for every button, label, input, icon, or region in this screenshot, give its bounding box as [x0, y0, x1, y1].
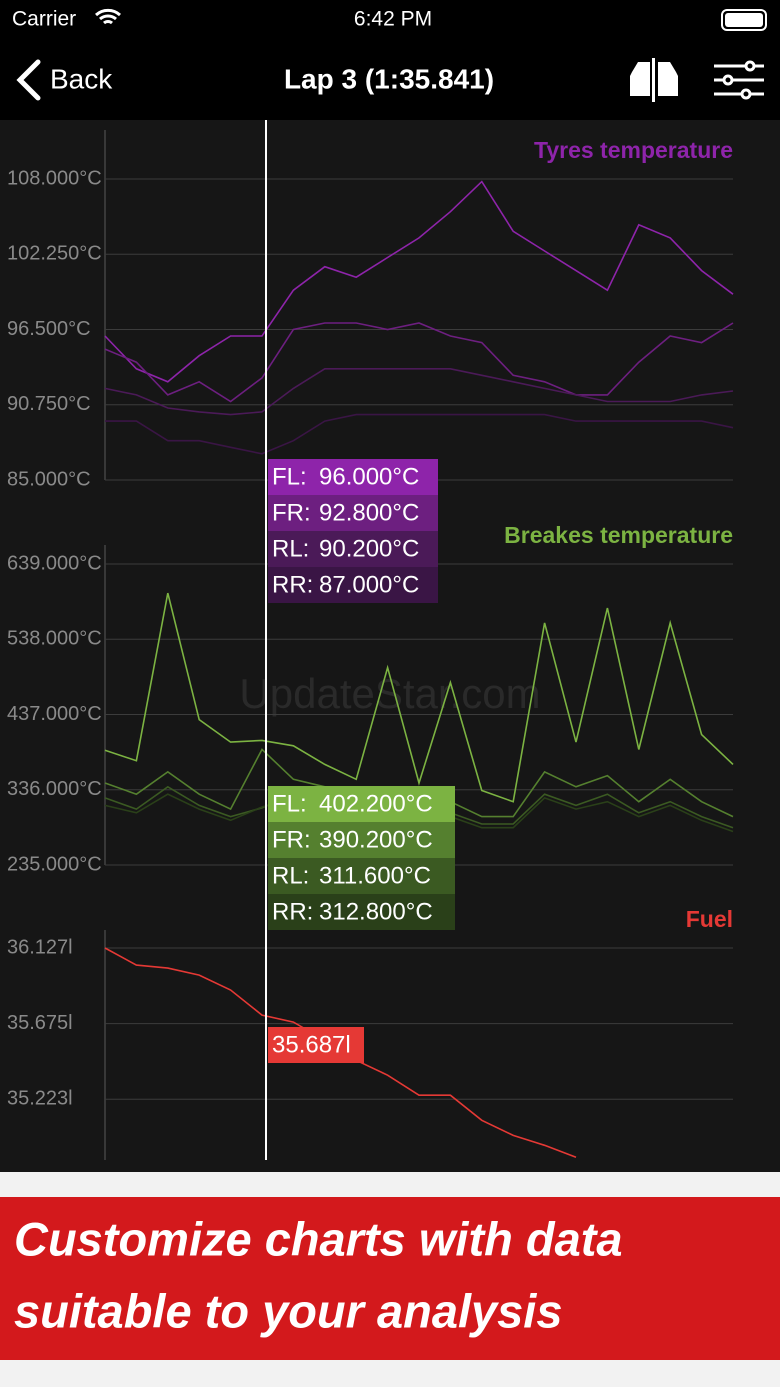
y-tick-label: 336.000°C [7, 778, 102, 800]
settings-icon[interactable] [714, 60, 764, 100]
chart-area [0, 120, 780, 1172]
series-line [104, 367, 734, 416]
y-tick-label: 90.750°C [7, 393, 91, 415]
y-tick-label: 36.127l [7, 936, 73, 958]
series-line [104, 322, 734, 403]
y-tick-label: 108.000°C [7, 167, 102, 189]
chart-title: Fuel [686, 906, 733, 932]
tooltip-row [268, 531, 438, 567]
top-bar [0, 0, 780, 120]
series-line [105, 413, 734, 455]
tooltip-value: 402.200°C [319, 790, 433, 817]
tooltip-value: 96.000°C [319, 463, 419, 490]
tooltip-row [268, 1027, 364, 1063]
tooltip-key: RR: [272, 571, 313, 598]
y-tick-label: 235.000°C [7, 853, 102, 875]
tooltip-key: FL: [272, 463, 307, 490]
battery-level [725, 13, 763, 27]
battery-icon [721, 9, 767, 31]
tooltip-key: FR: [272, 499, 311, 526]
banner-line: Customize charts with data [14, 1212, 623, 1265]
banner-band [0, 1197, 780, 1360]
tooltip-key: RL: [272, 535, 309, 562]
carrier: Carrier [12, 8, 76, 31]
tooltip-row [268, 495, 438, 531]
tooltip-row [268, 894, 455, 930]
tooltip-value: 311.600°C [319, 862, 431, 889]
series-line [104, 592, 734, 803]
tooltip-value: 92.800°C [319, 499, 419, 526]
clock: 6:42 PM [354, 8, 432, 31]
tooltip-value: 90.200°C [319, 535, 419, 562]
series-line [104, 180, 734, 383]
y-tick-label: 85.000°C [7, 468, 91, 490]
tooltip-row [268, 567, 438, 603]
y-tick-label: 538.000°C [7, 628, 102, 650]
back-icon[interactable] [16, 59, 41, 101]
back-button[interactable]: Back [50, 63, 113, 94]
tooltip-value: 87.000°C [319, 571, 419, 598]
chart-title: Breakes temperature [504, 522, 733, 548]
y-tick-label: 35.223l [7, 1088, 73, 1110]
tooltip-key: FR: [272, 826, 311, 853]
tooltip-row [268, 858, 455, 894]
y-tick-label: 437.000°C [7, 703, 102, 725]
y-tick-label: 102.250°C [7, 243, 102, 265]
banner-line: suitable to your analysis [14, 1284, 563, 1337]
wifi-icon [95, 8, 121, 25]
tooltip-key: RR: [272, 898, 313, 925]
tooltip-row [268, 786, 455, 822]
tooltip-row [268, 459, 438, 495]
tooltip-value: 390.200°C [319, 826, 433, 853]
tooltip-key: FL: [272, 790, 307, 817]
y-tick-label: 35.675l [7, 1012, 73, 1034]
tooltip-key: RL: [272, 862, 309, 889]
y-tick-label: 639.000°C [7, 552, 102, 574]
car-icon[interactable] [630, 58, 678, 102]
tooltip-value: 35.687l [272, 1031, 351, 1058]
tooltip-value: 312.800°C [319, 898, 433, 925]
nav-title: Lap 3 (1:35.841) [284, 63, 494, 94]
y-tick-label: 96.500°C [7, 318, 91, 340]
tooltip-row [268, 822, 455, 858]
chart-title: Tyres temperature [534, 137, 733, 163]
